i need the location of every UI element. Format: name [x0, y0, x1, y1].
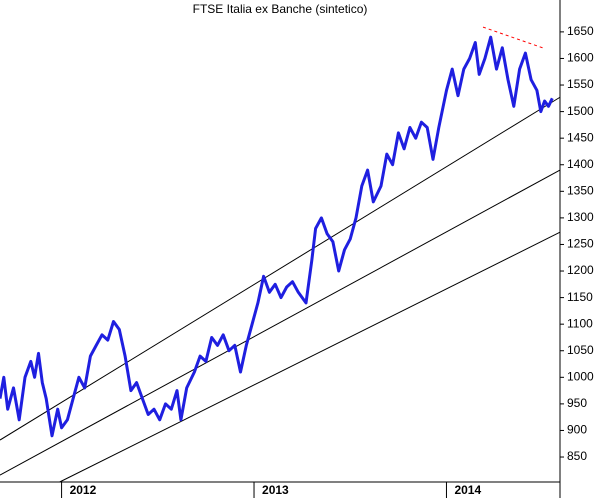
price-line [0, 35, 554, 438]
y-tick-label: 1300 [567, 210, 594, 224]
y-tick-label: 1500 [567, 104, 594, 118]
y-tick-label: 1600 [567, 51, 594, 65]
y-tick-label: 1050 [567, 343, 594, 357]
y-tick-label: 1000 [567, 369, 594, 383]
chart-title: FTSE Italia ex Banche (sintetico) [193, 2, 368, 16]
y-tick-label: 1100 [567, 316, 593, 330]
y-tick-label: 1650 [567, 24, 594, 38]
trend-line [482, 26, 543, 49]
y-tick-label: 1200 [567, 263, 594, 277]
y-tick-label: 1350 [567, 183, 594, 197]
y-tick-label: 1400 [567, 157, 594, 171]
y-tick-label: 1150 [567, 290, 593, 304]
y-tick-label: 1250 [567, 237, 594, 251]
y-tick-label: 950 [567, 396, 587, 410]
y-tick-label: 1550 [567, 77, 594, 91]
trend-line [0, 96, 561, 441]
y-tick-label: 900 [567, 423, 587, 437]
x-tick-label: 2014 [454, 483, 481, 497]
x-tick-label: 2012 [70, 483, 97, 497]
y-tick-label: 850 [567, 449, 587, 463]
trend-line [59, 231, 561, 483]
trend-line [0, 169, 561, 476]
y-tick-label: 1450 [567, 130, 594, 144]
x-tick-label: 2013 [262, 483, 289, 497]
